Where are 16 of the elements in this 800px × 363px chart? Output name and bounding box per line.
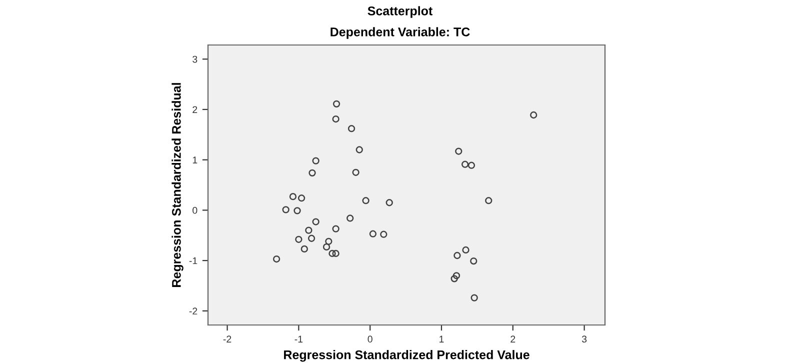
y-tick-label: 1 (192, 156, 198, 164)
y-tick-label: 0 (192, 206, 198, 214)
y-axis-title: Regression Standardized Residual (172, 83, 184, 287)
x-tick-label: 2 (510, 336, 516, 342)
y-tick-label: -2 (189, 308, 198, 314)
x-tick-label: -2 (223, 336, 232, 342)
y-tick-label: 2 (192, 106, 198, 113)
x-tick-label: 3 (582, 336, 587, 343)
y-tick-label: -1 (189, 257, 198, 264)
x-tick-label: -1 (294, 336, 303, 342)
chart-title: Scatterplot (368, 6, 432, 18)
chart-subtitle: Dependent Variable: TC (330, 27, 470, 39)
y-tick-label: 3 (192, 56, 198, 63)
x-tick-label: 1 (440, 336, 444, 342)
x-axis-title: Regression Standardized Predicted Value (284, 350, 530, 362)
x-tick-label: 0 (368, 336, 372, 343)
